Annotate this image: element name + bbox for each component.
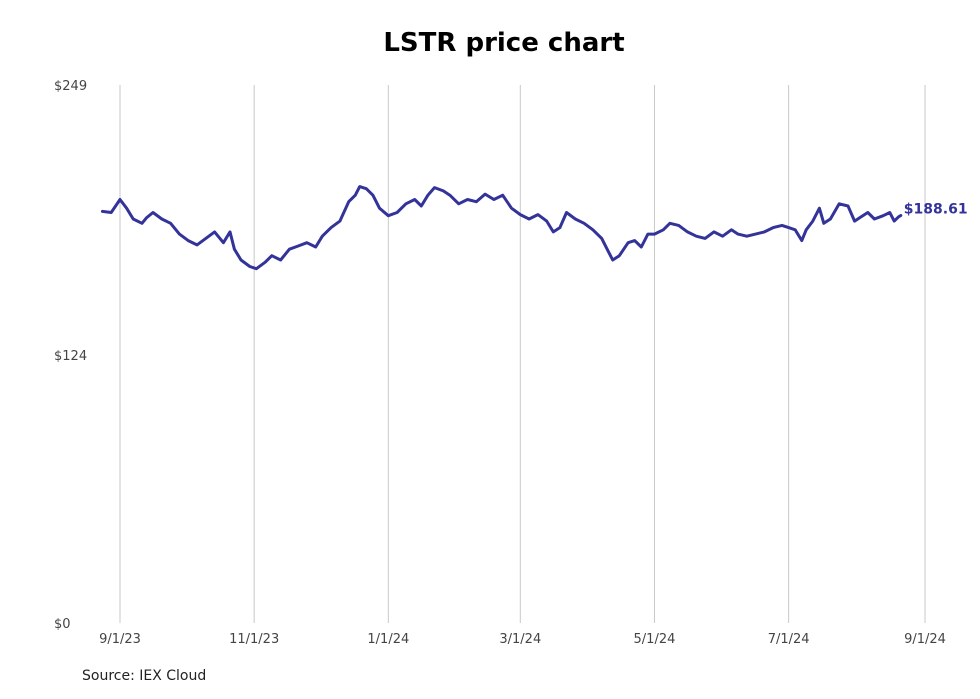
y-tick-label: $249	[54, 79, 87, 94]
x-tick-label: 9/1/23	[99, 632, 141, 647]
last-price-label: $188.61	[904, 201, 968, 217]
x-tick-label: 7/1/24	[768, 632, 810, 647]
chart-title: LSTR price chart	[383, 28, 625, 58]
price-line	[100, 185, 903, 271]
source-note: Source: IEX Cloud	[82, 668, 207, 684]
x-tick-label: 9/1/24	[904, 632, 946, 647]
x-axis-ticks: 9/1/23 11/1/23 1/1/24 3/1/24 5/1/24 7/1/24 9/1…	[99, 632, 946, 647]
series-group	[100, 185, 903, 271]
x-tick-label: 11/1/23	[229, 632, 279, 647]
x-tick-label: 5/1/24	[634, 632, 676, 647]
y-tick-label: $0	[54, 617, 71, 632]
x-tick-label: 1/1/24	[367, 632, 409, 647]
grid-lines	[119, 85, 926, 623]
x-tick-label: 3/1/24	[499, 632, 541, 647]
y-axis-ticks: $249 $124 $0	[54, 79, 87, 632]
y-tick-label: $124	[54, 349, 87, 364]
